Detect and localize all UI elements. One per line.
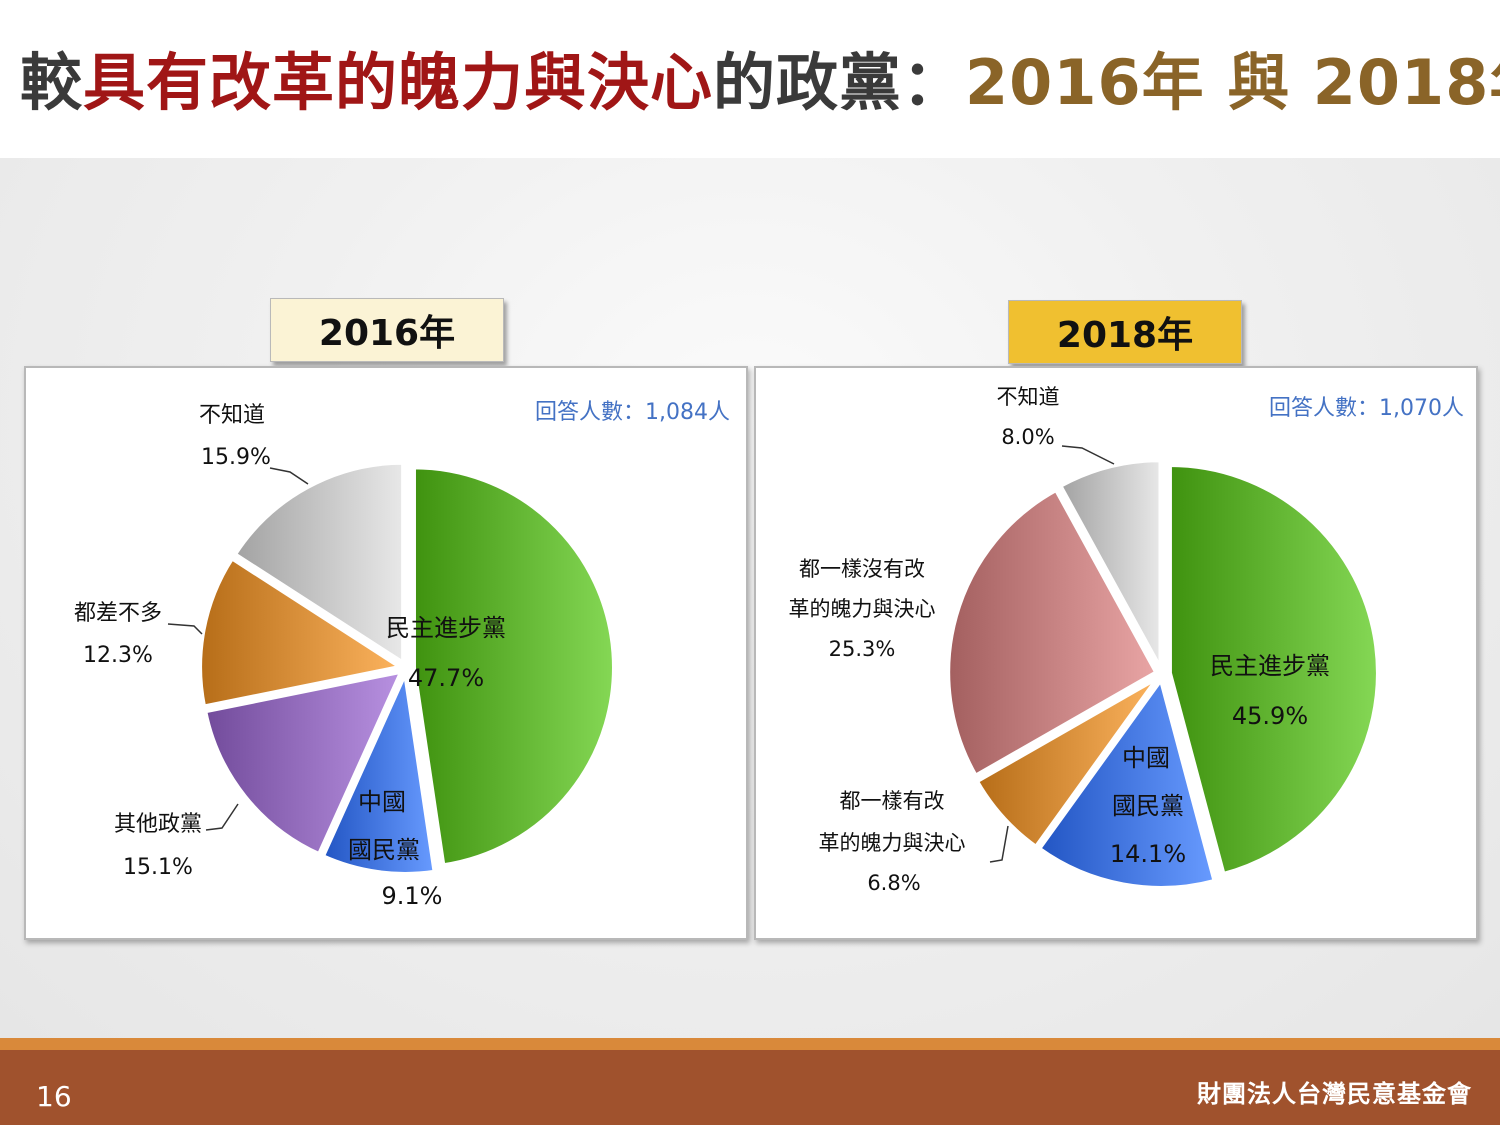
slice-label-4-line-3: 25.3% xyxy=(829,637,896,661)
pie-slice-2 xyxy=(1036,675,1217,890)
slice-label-5-line-2: 15.9% xyxy=(201,445,271,470)
slice-label-3-line-3: 6.8% xyxy=(867,871,920,895)
slice-label-2-line-2: 國民黨 xyxy=(1112,792,1184,820)
chart-panel-2016: 民主進步黨 47.7% 中國國民黨 9.1% 其他政黨 15.1% 都差不多 12.3% 不知道… xyxy=(24,366,748,940)
title-segment-1: 較 xyxy=(20,46,84,119)
leader-line-4 xyxy=(167,623,203,635)
respondents-count-2018: 回答人數：1,070人 xyxy=(1269,396,1464,421)
respondents-count-2016: 回答人數：1,084人 xyxy=(535,400,730,425)
pie-slice-4 xyxy=(198,555,406,709)
slice-label-4-line-1: 都差不多 xyxy=(74,601,162,626)
pie-slice-4 xyxy=(946,487,1159,779)
leader-line-5 xyxy=(269,467,309,485)
organization-name: 財團法人台灣民意基金會 xyxy=(1197,1080,1472,1108)
slice-label-5-line-2: 8.0% xyxy=(1001,425,1054,449)
slice-label-2-line-2: 國民黨 xyxy=(348,836,420,864)
slice-label-5-line-1: 不知道 xyxy=(997,385,1060,409)
slice-label-2-line-1: 中國 xyxy=(358,788,406,816)
pie-slice-3 xyxy=(974,676,1160,850)
chart-panel-2018: 民主進步黨 45.9% 中國 國民黨 14.1% 都一樣有改 革的魄力與決心 6.8% 都一樣沒… xyxy=(754,366,1478,940)
slice-label-5-line-1: 不知道 xyxy=(199,403,265,428)
slice-label-3-line-2: 15.1% xyxy=(123,855,193,880)
pie-slice-5 xyxy=(232,460,406,667)
leader-line-3 xyxy=(989,825,1009,863)
slice-label-4-line-1: 都一樣沒有改 xyxy=(799,557,925,581)
year-label-2016: 2016年 xyxy=(270,298,504,362)
pie-slice-5 xyxy=(1057,458,1163,670)
slice-label-2-line-1: 中國 xyxy=(1122,744,1170,772)
title-segment-4: 2016年 與 2018年 xyxy=(965,46,1500,119)
slice-label-1-line-1: 民主進步黨 xyxy=(386,614,506,642)
slide-title: 較具有改革的魄力與決心的政黨：2016年 與 2018年 xyxy=(20,52,1500,114)
slice-label-1-line-1: 民主進步黨 xyxy=(1210,652,1330,680)
slice-label-3-line-1: 其他政黨 xyxy=(114,812,202,837)
pie-slice-1 xyxy=(411,465,616,868)
pie-slice-3 xyxy=(202,669,405,857)
leader-line-3 xyxy=(205,803,239,831)
pie-chart-2018: 民主進步黨45.9%中國國民黨14.1%都一樣有改革的魄力與決心6.8%都一樣沒… xyxy=(789,385,1380,895)
page-number: 16 xyxy=(36,1080,72,1113)
pie-slice-1 xyxy=(1167,462,1380,877)
slice-label-4-line-2: 革的魄力與決心 xyxy=(789,597,936,621)
slice-value-2: 9.1% xyxy=(382,882,443,910)
leader-line-5 xyxy=(1061,445,1115,465)
year-label-2018: 2018年 xyxy=(1008,300,1242,364)
slice-label-1-line-2: 45.9% xyxy=(1232,702,1308,730)
slice-label-2-line-3: 14.1% xyxy=(1110,840,1186,868)
slice-label-4-line-2: 12.3% xyxy=(83,643,153,668)
slice-label-1-line-2: 47.7% xyxy=(408,664,484,692)
slice-label-3-line-1: 都一樣有改 xyxy=(840,789,945,813)
title-segment-2: 具有改革的魄力與決心 xyxy=(83,46,714,119)
title-segment-3: 的政黨： xyxy=(713,46,966,119)
pie-slice-2 xyxy=(320,666,437,876)
footer-bar: 16 財團法人台灣民意基金會 xyxy=(0,1038,1500,1125)
slice-label-3-line-2: 革的魄力與決心 xyxy=(819,831,966,855)
